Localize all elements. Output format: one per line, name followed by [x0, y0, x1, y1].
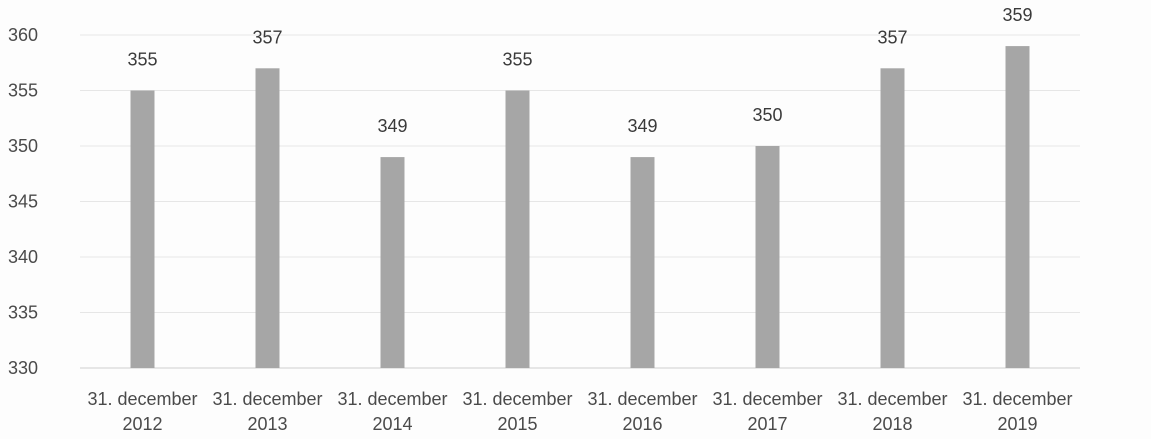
bar-1 [130, 90, 155, 368]
y-tick-label: 360 [8, 25, 38, 45]
bars [130, 46, 1030, 369]
bar-7 [880, 68, 905, 369]
data-label: 350 [752, 105, 782, 125]
x-tick-label: 31. december 2017 [712, 389, 822, 434]
data-label: 357 [877, 27, 907, 47]
data-label: 349 [377, 116, 407, 136]
y-tick-label: 335 [8, 303, 38, 323]
data-label: 349 [627, 116, 657, 136]
data-labels: 355 357 349 355 349 350 357 359 [127, 5, 1032, 136]
y-tick-label: 350 [8, 136, 38, 156]
data-label: 355 [127, 50, 157, 70]
bar-4 [505, 90, 530, 368]
y-axis-ticks: 330 335 340 345 350 355 360 [8, 25, 38, 378]
y-tick-label: 345 [8, 192, 38, 212]
bar-8 [1005, 46, 1030, 368]
y-tick-label: 340 [8, 247, 38, 267]
bar-6 [755, 146, 780, 368]
data-label: 357 [252, 27, 282, 47]
x-tick-label: 31. december 2019 [962, 389, 1072, 434]
bar-3 [380, 157, 405, 368]
data-label: 355 [502, 50, 532, 70]
x-axis-category-labels: 31. december 2012 31. december 2013 31. dece… [87, 389, 1072, 434]
x-tick-label: 31. december 2018 [837, 389, 947, 434]
y-tick-label: 355 [8, 81, 38, 101]
y-tick-label: 330 [8, 358, 38, 378]
x-tick-label: 31. december 2015 [462, 389, 572, 434]
bar-5 [630, 157, 655, 368]
bar-2 [255, 68, 280, 369]
gridlines [80, 34, 1080, 369]
x-tick-label: 31. december 2014 [337, 389, 447, 434]
x-tick-label: 31. december 2016 [587, 389, 697, 434]
x-tick-label: 31. december 2012 [87, 389, 197, 434]
x-tick-label: 31. december 2013 [212, 389, 322, 434]
data-label: 359 [1002, 5, 1032, 25]
